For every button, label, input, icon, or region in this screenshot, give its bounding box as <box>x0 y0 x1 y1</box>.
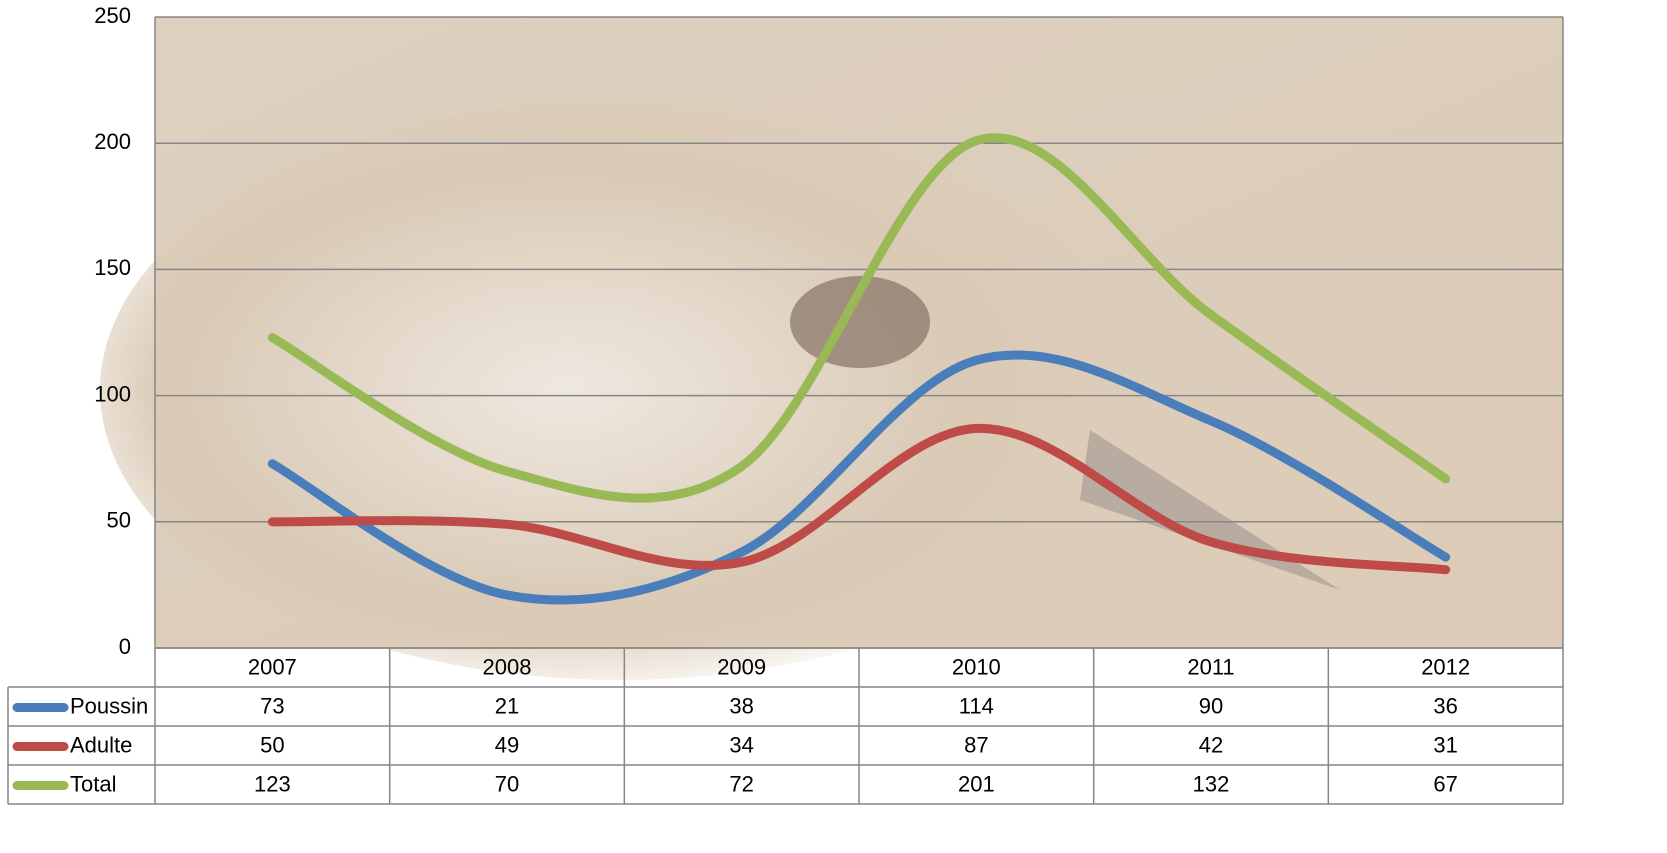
data-table: 2007 2008 2009 2010 2011 2012 Poussin 73 21 38 114… <box>7 647 1564 805</box>
table-value: 49 <box>495 732 519 757</box>
y-tick-label: 200 <box>94 129 131 154</box>
table-value: 123 <box>254 771 291 796</box>
table-value: 72 <box>729 771 753 796</box>
x-tick-label: 2010 <box>952 654 1001 679</box>
table-value: 114 <box>959 693 994 718</box>
y-tick-label: 50 <box>107 508 131 533</box>
table-value: 21 <box>495 693 519 718</box>
table-value: 36 <box>1433 693 1457 718</box>
table-value: 201 <box>958 771 995 796</box>
y-tick-label: 100 <box>94 381 131 406</box>
table-value: 70 <box>495 771 519 796</box>
x-tick-label: 2008 <box>483 654 532 679</box>
table-value: 132 <box>1193 771 1230 796</box>
grid: 0 50 100 150 200 250 <box>94 3 1564 659</box>
table-value: 90 <box>1199 693 1223 718</box>
x-tick-label: 2012 <box>1421 654 1470 679</box>
y-tick-label: 150 <box>94 255 131 280</box>
series-line <box>267 350 1451 605</box>
table-value: 42 <box>1199 732 1223 757</box>
table-value: 67 <box>1433 771 1457 796</box>
table-value: 38 <box>729 693 753 718</box>
x-tick-label: 2009 <box>717 654 766 679</box>
table-value: 73 <box>260 693 284 718</box>
legend-label: Adulte <box>70 732 132 757</box>
table-value: 31 <box>1433 732 1457 757</box>
table-value: 50 <box>260 732 284 757</box>
table-value: 87 <box>964 732 988 757</box>
legend-label: Poussin <box>70 693 148 718</box>
table-value: 34 <box>729 732 753 757</box>
photo-beak <box>1080 430 1340 590</box>
x-tick-label: 2011 <box>1187 654 1234 679</box>
lines <box>267 133 1451 605</box>
legend-label: Total <box>70 771 116 796</box>
x-tick-label: 2007 <box>248 654 297 679</box>
y-tick-label: 250 <box>94 3 131 28</box>
series-line <box>267 423 1451 575</box>
series-line <box>267 133 1451 503</box>
photo-bird <box>100 100 1140 680</box>
y-tick-label: 0 <box>119 634 131 659</box>
